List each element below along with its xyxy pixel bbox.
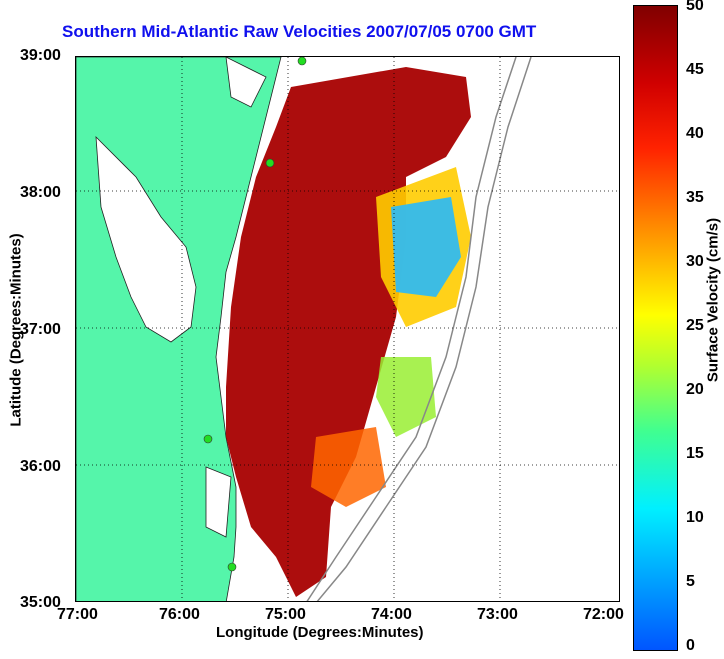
isobath-line bbox=[316, 57, 532, 601]
colorbar-tick-label: 5 bbox=[686, 573, 695, 590]
colorbar-tick-label: 25 bbox=[686, 317, 704, 334]
colorbar-tick-label: 20 bbox=[686, 381, 704, 398]
colorbar-tick-label: 30 bbox=[686, 253, 704, 270]
grid bbox=[76, 57, 619, 601]
y-tick-label: 39:00 bbox=[20, 47, 61, 64]
radar-station-marker bbox=[227, 562, 237, 572]
colorbar-tick-label: 50 bbox=[686, 0, 704, 14]
y-tick-label: 38:00 bbox=[20, 184, 61, 201]
x-axis-label: Longitude (Degrees:Minutes) bbox=[216, 624, 424, 641]
colorbar-tick-label: 15 bbox=[686, 445, 704, 462]
radar-station-marker bbox=[203, 434, 213, 444]
y-axis-label: Latitude (Degrees:Minutes) bbox=[7, 233, 25, 427]
y-tick-label: 37:00 bbox=[20, 321, 61, 338]
velocity-field-green bbox=[376, 357, 436, 437]
y-tick-label: 36:00 bbox=[20, 458, 61, 475]
colorbar-tick-label: 35 bbox=[686, 189, 704, 206]
radar-station-marker bbox=[265, 158, 275, 168]
map-canvas bbox=[76, 57, 619, 601]
x-tick-label: 73:00 bbox=[477, 606, 518, 623]
x-tick-label: 74:00 bbox=[371, 606, 412, 623]
map-title: Southern Mid-Atlantic Raw Velocities 200… bbox=[62, 22, 537, 41]
colorbar-tick-label: 45 bbox=[686, 61, 704, 78]
x-tick-label: 72:00 bbox=[583, 606, 624, 623]
colorbar-label: Surface Velocity (cm/s) bbox=[704, 217, 722, 383]
velocity-field-orange bbox=[311, 427, 386, 507]
velocity-field-low bbox=[391, 197, 461, 297]
colorbar-tick-label: 0 bbox=[686, 637, 695, 654]
isobath-line bbox=[306, 57, 517, 601]
map-plot-area[interactable] bbox=[75, 56, 620, 602]
colorbar bbox=[633, 5, 678, 651]
delaware-bay bbox=[225, 57, 267, 108]
colorbar-tick-label: 10 bbox=[686, 509, 704, 526]
colorbar-tick-label: 40 bbox=[686, 125, 704, 142]
pamlico-sound bbox=[205, 466, 232, 538]
velocity-field-high bbox=[226, 67, 471, 597]
radar-station-marker bbox=[297, 57, 307, 66]
chesapeake-bay bbox=[95, 135, 197, 343]
x-tick-label: 77:00 bbox=[57, 606, 98, 623]
x-tick-label: 75:00 bbox=[265, 606, 306, 623]
x-tick-label: 76:00 bbox=[159, 606, 200, 623]
y-tick-label: 35:00 bbox=[20, 594, 61, 611]
